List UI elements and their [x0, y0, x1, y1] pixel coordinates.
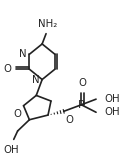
Text: P: P: [78, 100, 85, 110]
Text: O: O: [4, 64, 12, 74]
Text: NH₂: NH₂: [38, 19, 58, 29]
Text: O: O: [14, 109, 22, 120]
Text: OH: OH: [3, 145, 19, 155]
Text: O: O: [66, 115, 74, 125]
Text: OH: OH: [104, 107, 120, 117]
Text: N: N: [19, 49, 26, 59]
Text: N: N: [32, 75, 39, 85]
Text: O: O: [78, 78, 86, 88]
Text: OH: OH: [104, 94, 120, 104]
